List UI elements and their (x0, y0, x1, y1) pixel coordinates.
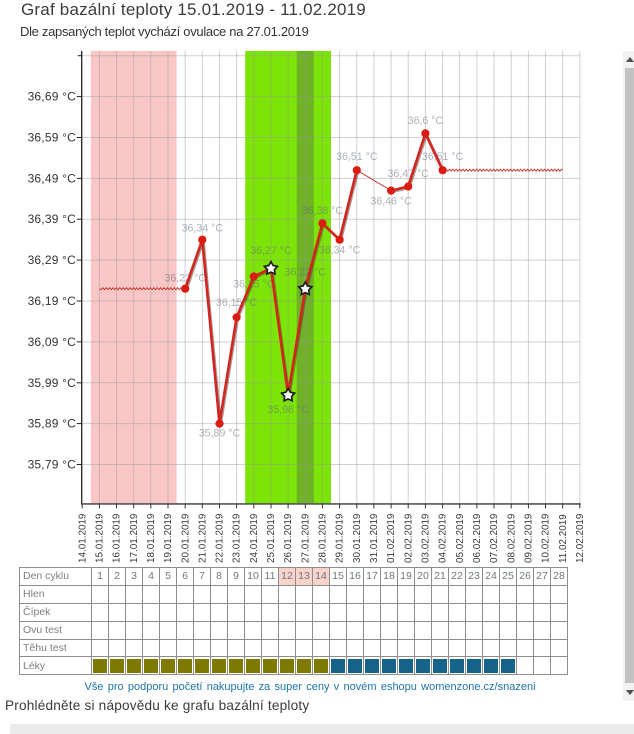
svg-text:29.01.2019: 29.01.2019 (335, 513, 346, 563)
svg-text:08.02.2019: 08.02.2019 (506, 513, 517, 563)
svg-text:36,34 °C: 36,34 °C (182, 223, 224, 235)
svg-text:26.01.2019: 26.01.2019 (283, 513, 294, 563)
svg-text:35,89 °C: 35,89 °C (28, 417, 77, 431)
svg-text:36,22 °C: 36,22 °C (165, 273, 207, 285)
svg-text:05.02.2019: 05.02.2019 (455, 513, 466, 563)
svg-text:36,6 °C: 36,6 °C (408, 115, 444, 127)
svg-text:36,39 °C: 36,39 °C (28, 212, 77, 226)
svg-text:36,34 °C: 36,34 °C (319, 245, 361, 257)
svg-text:36,47 °C: 36,47 °C (388, 168, 430, 180)
svg-text:21.01.2019: 21.01.2019 (197, 513, 208, 563)
svg-text:36,49 °C: 36,49 °C (28, 171, 77, 185)
svg-text:16.01.2019: 16.01.2019 (112, 513, 123, 563)
svg-text:36,51 °C: 36,51 °C (422, 151, 464, 163)
svg-text:11.02.2019: 11.02.2019 (558, 514, 569, 563)
svg-text:22.01.2019: 22.01.2019 (215, 513, 226, 563)
svg-text:07.02.2019: 07.02.2019 (489, 513, 500, 563)
svg-text:06.02.2019: 06.02.2019 (472, 513, 483, 563)
svg-text:36,25 °C: 36,25 °C (233, 278, 275, 290)
svg-text:36,09 °C: 36,09 °C (28, 335, 77, 349)
svg-text:36,15 °C: 36,15 °C (216, 297, 258, 309)
svg-text:25.01.2019: 25.01.2019 (266, 513, 277, 563)
svg-text:28.01.2019: 28.01.2019 (318, 513, 329, 563)
svg-text:02.02.2019: 02.02.2019 (403, 513, 414, 563)
svg-text:24.01.2019: 24.01.2019 (249, 513, 260, 563)
svg-text:18.01.2019: 18.01.2019 (146, 513, 157, 563)
svg-text:36,38 °C: 36,38 °C (302, 205, 344, 217)
svg-text:01.02.2019: 01.02.2019 (386, 513, 397, 563)
svg-text:30.01.2019: 30.01.2019 (352, 513, 363, 563)
svg-text:03.02.2019: 03.02.2019 (421, 513, 432, 563)
svg-text:09.02.2019: 09.02.2019 (524, 513, 535, 563)
svg-text:36,59 °C: 36,59 °C (28, 131, 77, 145)
svg-text:36,51 °C: 36,51 °C (336, 151, 378, 163)
svg-text:35,79 °C: 35,79 °C (28, 458, 77, 472)
svg-text:35,99 °C: 35,99 °C (28, 376, 77, 390)
svg-text:35,89 °C: 35,89 °C (199, 427, 241, 439)
svg-text:36,29 °C: 36,29 °C (28, 253, 77, 267)
svg-text:17.01.2019: 17.01.2019 (129, 513, 140, 563)
svg-text:20.01.2019: 20.01.2019 (180, 513, 191, 563)
svg-text:36,69 °C: 36,69 °C (28, 90, 77, 104)
svg-text:35,96 °C: 35,96 °C (267, 404, 309, 416)
svg-text:23.01.2019: 23.01.2019 (232, 513, 243, 563)
svg-text:04.02.2019: 04.02.2019 (438, 513, 449, 563)
svg-text:19.01.2019: 19.01.2019 (163, 513, 174, 563)
svg-text:36,19 °C: 36,19 °C (28, 294, 77, 308)
svg-text:36,22 °C: 36,22 °C (285, 267, 327, 279)
svg-text:31.01.2019: 31.01.2019 (369, 513, 380, 563)
svg-text:27.01.2019: 27.01.2019 (300, 513, 311, 563)
svg-text:10.02.2019: 10.02.2019 (541, 513, 552, 563)
svg-text:15.01.2019: 15.01.2019 (95, 513, 106, 563)
svg-text:36,27 °C: 36,27 °C (250, 245, 292, 257)
svg-text:12.02.2019: 12.02.2019 (575, 513, 586, 563)
svg-text:36,46 °C: 36,46 °C (370, 195, 412, 207)
svg-text:14.01.2019: 14.01.2019 (77, 513, 88, 563)
